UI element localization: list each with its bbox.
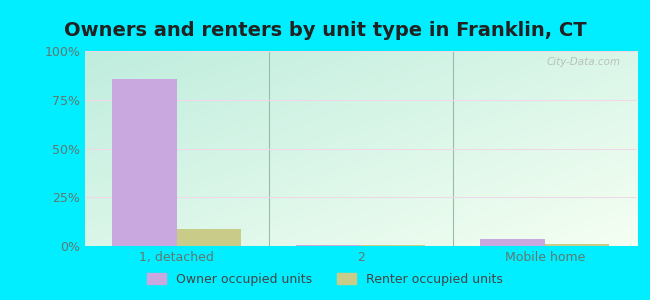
Bar: [296, 245, 361, 246]
Bar: [177, 230, 241, 246]
Bar: [112, 79, 177, 246]
Text: Owners and renters by unit type in Franklin, CT: Owners and renters by unit type in Frank…: [64, 21, 586, 40]
Text: City-Data.com: City-Data.com: [546, 57, 620, 67]
Legend: Owner occupied units, Renter occupied units: Owner occupied units, Renter occupied un…: [142, 268, 508, 291]
Bar: [480, 239, 545, 246]
Bar: [361, 245, 425, 246]
Bar: [545, 244, 609, 246]
